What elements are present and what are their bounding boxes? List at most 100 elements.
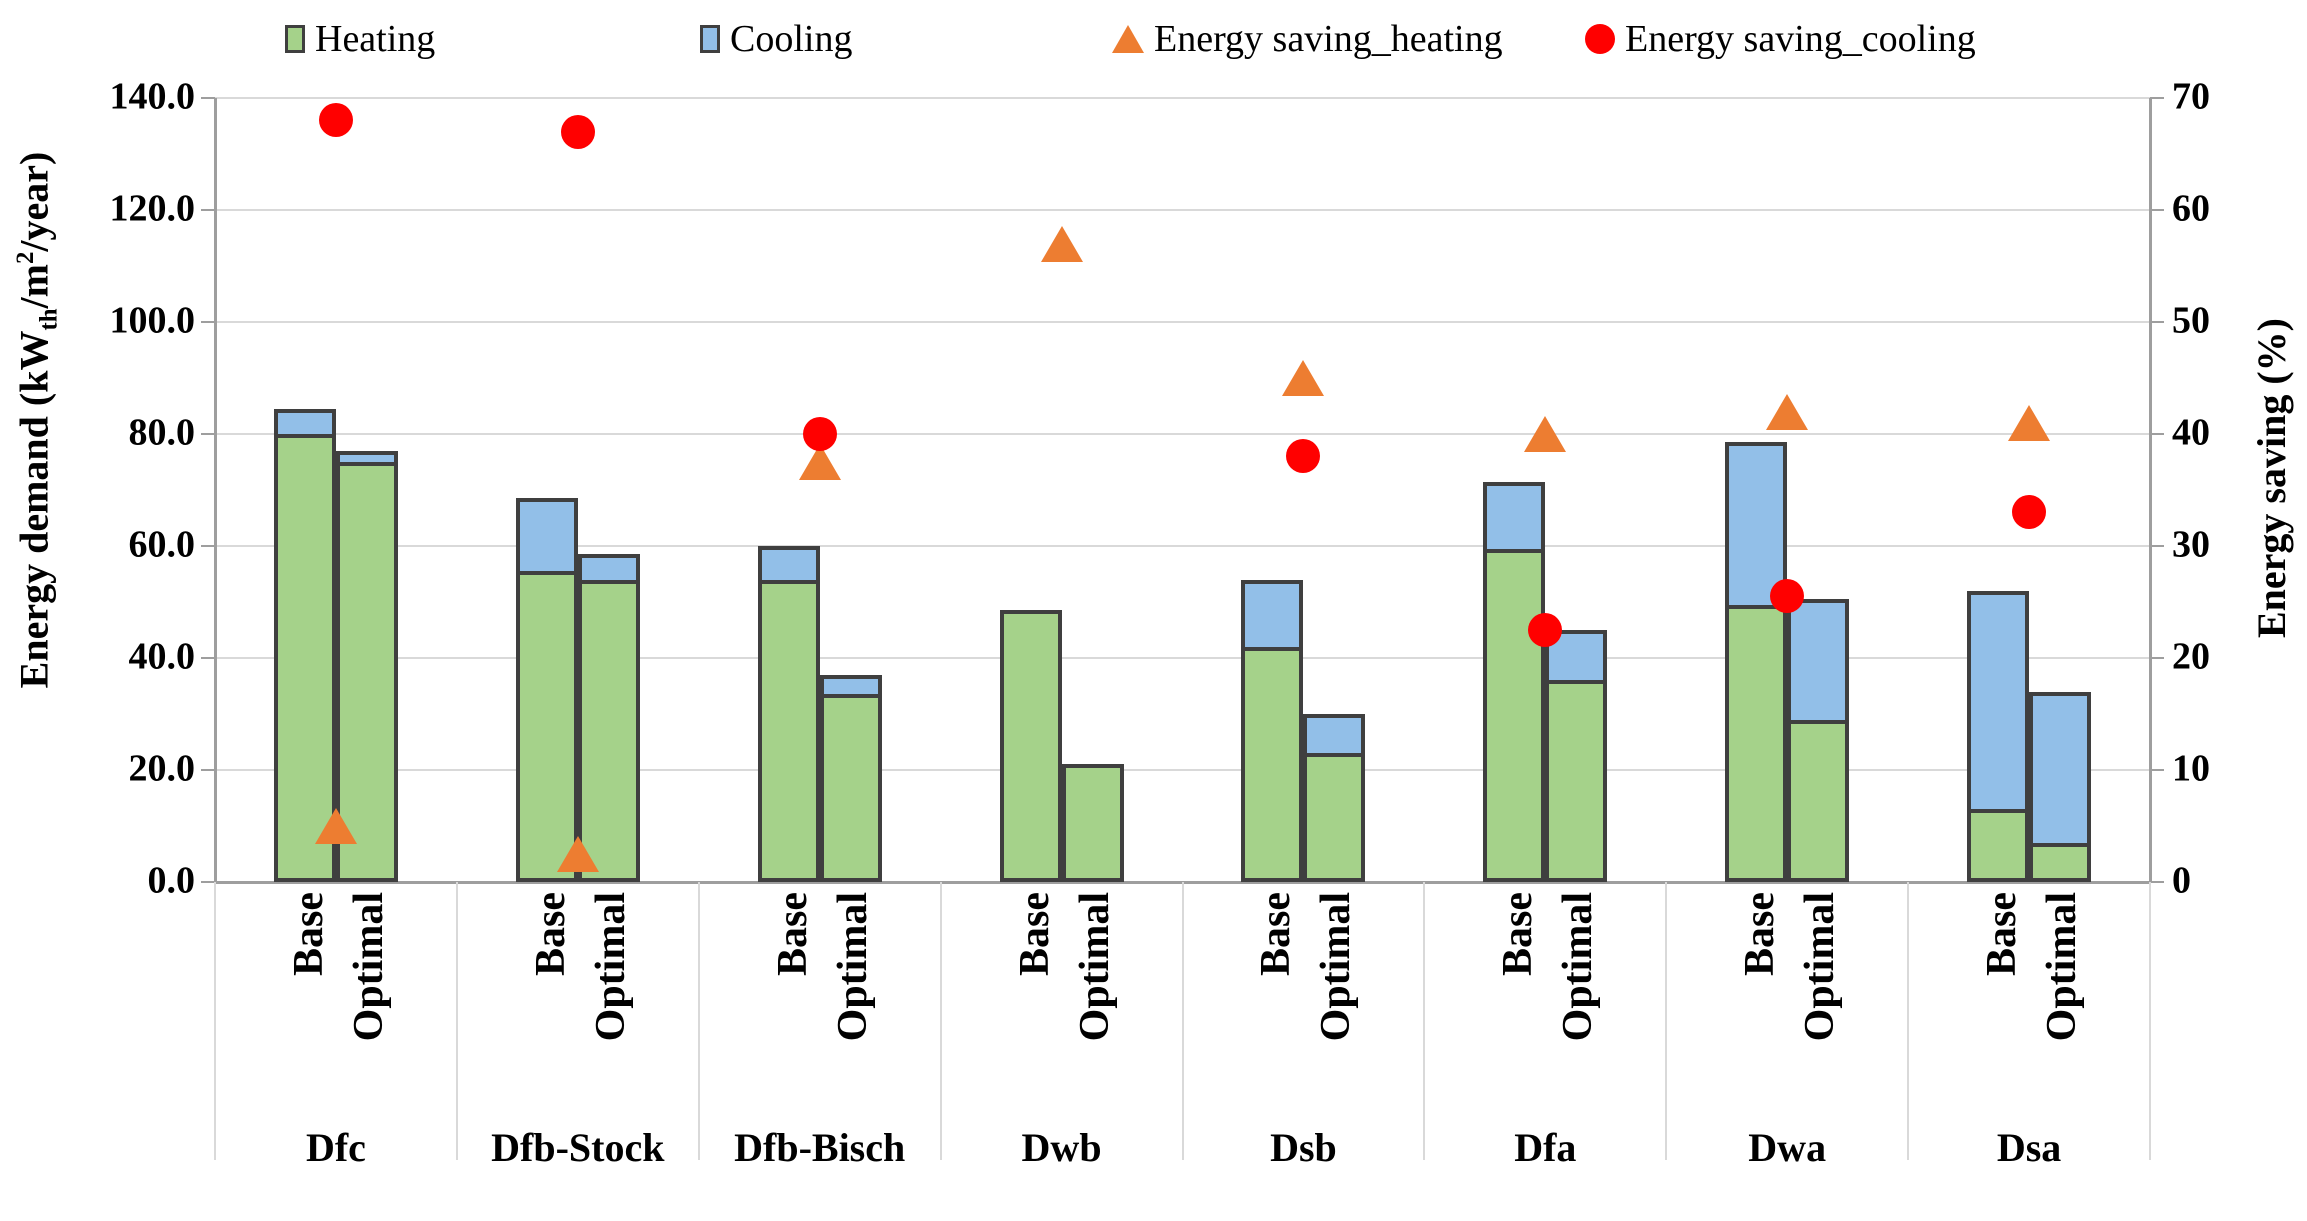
- legend-label: Cooling: [730, 18, 853, 60]
- x-sub-label-base-Dsb: Base: [1253, 892, 1300, 976]
- energy-saving-heating-marker-Dfb-Stock: [556, 836, 599, 872]
- cooling-segment-optimal-Dfc: [335, 450, 398, 466]
- right-axis-tick-label: 40: [2172, 411, 2210, 454]
- x-sub-label-optimal-Dfc: Optimal: [345, 892, 392, 1042]
- x-sub-label-base-Dfb-Bisch: Base: [769, 892, 816, 976]
- right-axis-tick-label: 0: [2172, 859, 2191, 902]
- right-axis-tick-label: 30: [2172, 523, 2210, 566]
- category-separator: [455, 882, 458, 1160]
- energy-saving-heating-marker-Dsa: [2008, 404, 2051, 441]
- left-axis-tick: [201, 545, 215, 547]
- x-sub-label-optimal-Dwa: Optimal: [1797, 892, 1844, 1042]
- x-sub-label-optimal-Dfb-Bisch: Optimal: [829, 892, 876, 1042]
- x-sub-label-optimal-Dsa: Optimal: [2039, 892, 2086, 1042]
- category-separator: [1665, 882, 1668, 1160]
- cooling-segment-optimal-Dsa: [2029, 691, 2092, 847]
- left-axis-title: Energy demand (kWth/m2/year): [11, 152, 63, 689]
- heating-segment-base-Dsa: [1967, 809, 2030, 882]
- right-axis-tick-label: 70: [2172, 75, 2210, 118]
- right-axis-tick: [2150, 97, 2164, 99]
- cooling-segment-base-Dsb: [1241, 579, 1304, 651]
- left-axis-line: [214, 98, 217, 882]
- left-axis-tick-label: 20.0: [128, 747, 196, 790]
- energy-saving-heating-marker-Dwa: [1766, 393, 1809, 430]
- left-axis-title-mid: /m: [11, 264, 57, 309]
- cooling-segment-base-Dfa: [1483, 481, 1546, 553]
- left-axis-title-text: Energy demand (kW: [11, 330, 57, 689]
- right-axis-tick-label: 50: [2172, 299, 2210, 342]
- right-axis-tick-label: 60: [2172, 187, 2210, 230]
- cooling-segment-base-Dfc: [273, 408, 336, 438]
- energy-saving-heating-marker-Dfa: [1524, 416, 1567, 452]
- gridline: [215, 433, 2150, 435]
- left-axis-tick-label: 80.0: [128, 411, 196, 454]
- heating-segment-base-Dwb: [999, 610, 1062, 882]
- heating-segment-base-Dfc: [273, 434, 336, 882]
- category-separator: [697, 882, 700, 1160]
- left-axis-tick: [201, 657, 215, 659]
- category-separator: [1907, 882, 1910, 1160]
- left-axis-tick-label: 0.0: [147, 859, 196, 902]
- gridline: [215, 545, 2150, 547]
- right-axis-title: Energy saving (%): [2249, 318, 2294, 638]
- cooling-segment-base-Dfb-Stock: [515, 498, 578, 576]
- cooling-segment-optimal-Dfb-Stock: [577, 554, 640, 584]
- left-axis-tick: [201, 209, 215, 211]
- right-axis-line: [2149, 98, 2152, 882]
- heating-segment-optimal-Dwb: [1061, 764, 1124, 882]
- category-label-Dwb: Dwb: [1021, 1125, 1102, 1170]
- legend-item-energy-saving-cooling: Energy saving_cooling: [1585, 20, 1976, 58]
- left-axis-tick: [201, 769, 215, 771]
- legend-label: Energy saving_heating: [1154, 18, 1503, 60]
- heating-segment-base-Dwa: [1725, 604, 1788, 882]
- cooling-segment-optimal-Dfb-Bisch: [819, 674, 882, 699]
- cooling-segment-optimal-Dsb: [1303, 714, 1366, 758]
- x-sub-label-optimal-Dsb: Optimal: [1313, 892, 1360, 1042]
- x-sub-label-base-Dsa: Base: [1979, 892, 2026, 976]
- category-separator: [2149, 882, 2151, 1160]
- heating-segment-base-Dfb-Bisch: [757, 579, 820, 882]
- cooling-segment-base-Dfb-Bisch: [757, 546, 820, 584]
- right-axis-tick: [2150, 881, 2164, 883]
- heating-segment-base-Dsb: [1241, 646, 1304, 882]
- left-axis-tick-label: 40.0: [128, 635, 196, 678]
- heating-segment-optimal-Dfb-Bisch: [819, 694, 882, 882]
- x-sub-label-base-Dfc: Base: [285, 892, 332, 976]
- left-axis-title-subscript: th: [35, 308, 63, 331]
- heating-segment-optimal-Dfa: [1545, 680, 1608, 882]
- left-axis-tick-label: 100.0: [109, 299, 196, 342]
- energy-saving-cooling-marker-Dfb-Stock: [560, 114, 595, 149]
- heating-segment-optimal-Dsb: [1303, 753, 1366, 882]
- x-sub-label-optimal-Dfb-Stock: Optimal: [587, 892, 634, 1042]
- x-sub-label-optimal-Dwb: Optimal: [1071, 892, 1118, 1042]
- energy-saving-cooling-marker-Dfb-Bisch: [802, 417, 837, 451]
- cooling-segment-base-Dsa: [1967, 590, 2030, 814]
- cooling-segment-optimal-Dwa: [1787, 599, 1850, 724]
- legend-item-energy-saving-heating: Energy saving_heating: [1112, 20, 1503, 58]
- right-axis-tick-label: 10: [2172, 747, 2210, 790]
- legend-item-cooling: Cooling: [700, 20, 852, 58]
- energy-saving-cooling-marker-Dwa: [1770, 579, 1805, 614]
- right-axis-tick-label: 20: [2172, 635, 2210, 678]
- right-axis-tick: [2150, 209, 2164, 211]
- left-axis-tick-label: 60.0: [128, 523, 196, 566]
- gridline: [215, 97, 2150, 99]
- category-label-Dwa: Dwa: [1748, 1125, 1827, 1170]
- energy-saving-heating-marker-Dsb: [1282, 360, 1325, 396]
- heating-segment-optimal-Dwa: [1787, 719, 1850, 882]
- energy-saving-heating-marker-Dfc: [314, 808, 357, 844]
- left-axis-tick: [201, 881, 215, 883]
- category-label-Dfb-Stock: Dfb-Stock: [491, 1125, 665, 1170]
- circle-marker-icon: [1585, 24, 1615, 54]
- right-axis-tick: [2150, 321, 2164, 323]
- category-separator: [214, 882, 216, 1160]
- left-axis-tick: [201, 321, 215, 323]
- heating-segment-optimal-Dfb-Stock: [577, 579, 640, 882]
- energy-saving-cooling-marker-Dsb: [1286, 439, 1321, 474]
- legend-label: Energy saving_cooling: [1625, 18, 1976, 60]
- left-axis-tick-label: 120.0: [109, 187, 196, 230]
- x-sub-label-base-Dfb-Stock: Base: [527, 892, 574, 976]
- right-axis-tick: [2150, 545, 2164, 547]
